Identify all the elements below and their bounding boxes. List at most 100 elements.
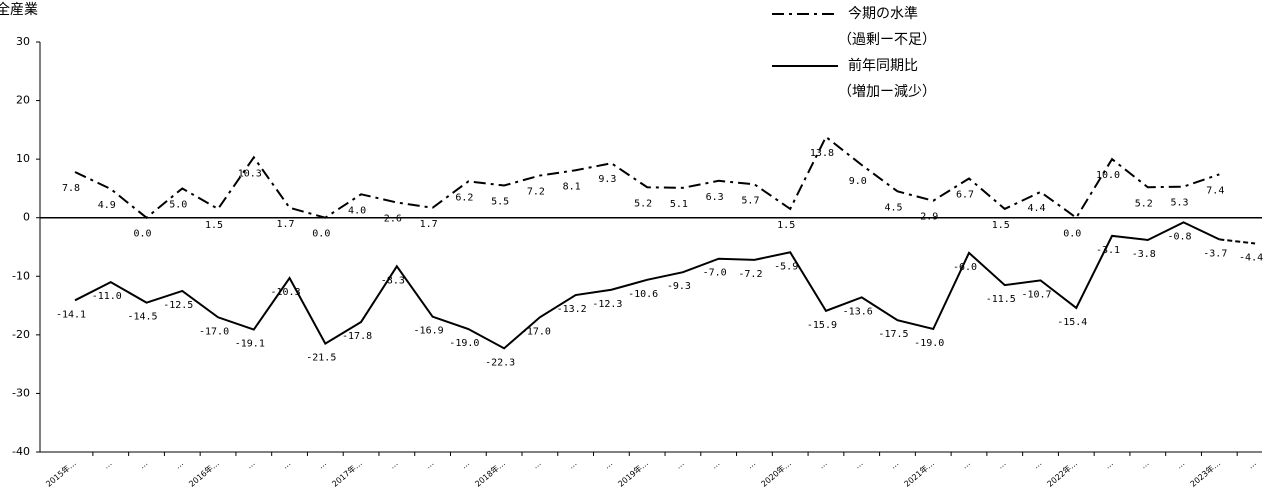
- data-label: 1.7: [420, 219, 438, 230]
- y-tick-label: -10: [12, 269, 30, 282]
- data-label: 5.2: [634, 198, 652, 209]
- x-tick-label: …: [424, 459, 436, 471]
- x-tick-label: …: [137, 459, 149, 471]
- data-label: -12.3: [592, 299, 622, 310]
- x-tick-label: 2019年…: [616, 458, 650, 488]
- data-label: 9.0: [849, 176, 867, 187]
- data-label: -4.4: [1239, 252, 1263, 263]
- data-label: -13.6: [843, 306, 873, 317]
- data-label: -9.3: [667, 281, 691, 292]
- legend-label: 前年同期比: [848, 57, 918, 74]
- data-label: -15.9: [807, 320, 837, 331]
- chart-title: 全産業: [0, 1, 38, 18]
- x-tick-label: …: [316, 459, 328, 471]
- x-tick-label: …: [888, 459, 900, 471]
- data-label: 7.8: [62, 183, 80, 194]
- y-tick-label: 30: [16, 35, 30, 48]
- x-tick-label: …: [710, 459, 722, 471]
- x-tick-label: 2015年…: [44, 458, 78, 488]
- x-tick-label: …: [173, 459, 185, 471]
- data-label: -11.0: [92, 291, 122, 302]
- data-label: 6.2: [455, 192, 473, 203]
- data-label: 5.7: [741, 195, 759, 206]
- data-label: 5.1: [670, 199, 688, 210]
- x-tick-label: …: [1031, 459, 1043, 471]
- x-tick-label: 2018年…: [473, 458, 507, 488]
- x-tick-label: …: [602, 459, 614, 471]
- data-label: -21.5: [306, 353, 336, 364]
- data-label: -5.9: [774, 261, 798, 272]
- data-label: 1.5: [777, 220, 795, 231]
- data-label: 6.7: [956, 189, 974, 200]
- y-tick-label: -40: [12, 445, 30, 458]
- data-label: -10.6: [628, 289, 658, 300]
- data-label: 5.5: [491, 197, 509, 208]
- data-label: 7.4: [1206, 185, 1224, 196]
- data-label: -8.3: [381, 275, 405, 286]
- legend-sublabel: （増加ー減少）: [838, 83, 936, 100]
- x-tick-label: …: [996, 459, 1008, 471]
- data-label: -22.3: [485, 357, 515, 368]
- data-label: -15.4: [1057, 317, 1087, 328]
- data-label: -13.2: [557, 304, 587, 315]
- data-label: -19.1: [235, 339, 265, 350]
- x-tick-label: …: [102, 459, 114, 471]
- data-label: -17.5: [878, 329, 908, 340]
- data-label: -12.5: [163, 300, 193, 311]
- data-label: -14.5: [127, 312, 157, 323]
- data-label: -0.8: [1168, 231, 1192, 242]
- legend-sublabel: （過剰ー不足）: [838, 32, 936, 48]
- x-tick-label: 2022年…: [1045, 458, 1079, 488]
- y-tick-label: -20: [12, 328, 30, 341]
- data-label: 6.3: [706, 192, 724, 203]
- data-label: 10.3: [238, 168, 262, 179]
- data-label: 7.2: [527, 187, 545, 198]
- data-label: 4.0: [348, 205, 366, 216]
- x-tick-label: …: [745, 459, 757, 471]
- data-label: 9.3: [598, 174, 616, 185]
- data-label: 4.5: [884, 202, 902, 213]
- data-label: 4.9: [98, 200, 116, 211]
- data-label: 5.3: [1171, 198, 1189, 209]
- data-label: 8.1: [563, 181, 581, 192]
- y-tick-label: -30: [12, 386, 30, 399]
- data-label: 4.4: [1027, 203, 1045, 214]
- x-tick-label: …: [853, 459, 865, 471]
- x-tick-label: …: [388, 459, 400, 471]
- x-tick-label: …: [817, 459, 829, 471]
- data-label: 0.0: [312, 229, 330, 240]
- data-label: -17.0: [199, 326, 229, 337]
- data-label: 0.0: [1063, 229, 1081, 240]
- x-tick-label: 2020年…: [759, 458, 793, 488]
- data-label: 1.7: [277, 219, 295, 230]
- y-tick-label: 0: [23, 211, 30, 224]
- data-label: -3.8: [1132, 249, 1156, 260]
- data-label: -17.8: [342, 331, 372, 342]
- data-label: -7.2: [738, 269, 762, 280]
- y-tick-label: 20: [16, 94, 30, 107]
- x-tick-label: …: [531, 459, 543, 471]
- data-label: 1.5: [992, 220, 1010, 231]
- data-label: -10.7: [1021, 289, 1051, 300]
- x-tick-label: …: [281, 459, 293, 471]
- data-label: 13.8: [810, 148, 834, 159]
- data-label: 2.9: [920, 212, 938, 223]
- data-label: -14.1: [56, 309, 86, 320]
- data-label: 0.0: [133, 229, 151, 240]
- data-label: -19.0: [449, 338, 479, 349]
- data-label: -19.0: [914, 338, 944, 349]
- x-tick-label: …: [960, 459, 972, 471]
- data-label: -16.9: [414, 326, 444, 337]
- data-label: -11.5: [986, 294, 1016, 305]
- data-label: 5.0: [169, 199, 187, 210]
- x-tick-label: …: [567, 459, 579, 471]
- x-tick-label: …: [245, 459, 257, 471]
- x-tick-label: …: [459, 459, 471, 471]
- series-line: [74, 221, 1220, 350]
- data-label: 5.2: [1135, 198, 1153, 209]
- x-tick-label: …: [1246, 459, 1258, 471]
- data-label: 2.6: [384, 213, 402, 224]
- data-label: -7.0: [703, 268, 727, 279]
- x-tick-label: 2017年…: [330, 458, 364, 488]
